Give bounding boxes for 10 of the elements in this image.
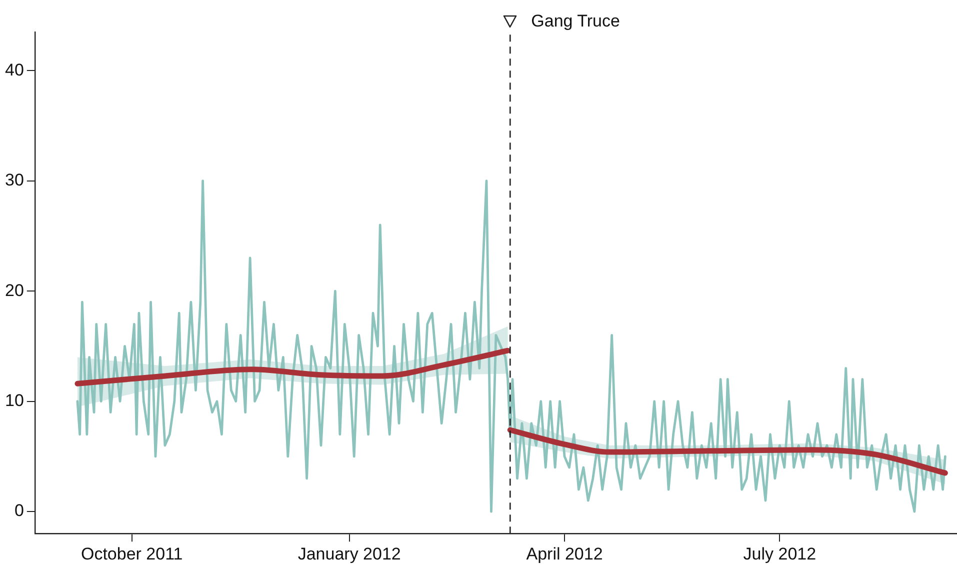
y-tick-label: 20: [4, 280, 24, 300]
y-tick-label: 40: [4, 60, 24, 80]
x-tick-label: January 2012: [298, 544, 401, 564]
x-tick-label: April 2012: [526, 544, 603, 564]
ref-line-label: Gang Truce: [531, 12, 620, 31]
y-tick-label: 10: [4, 390, 24, 410]
x-tick-label: July 2012: [743, 544, 816, 564]
y-tick-label: 30: [4, 170, 24, 190]
x-tick-label: October 2011: [80, 544, 183, 564]
y-tick-label: 0: [14, 501, 24, 520]
